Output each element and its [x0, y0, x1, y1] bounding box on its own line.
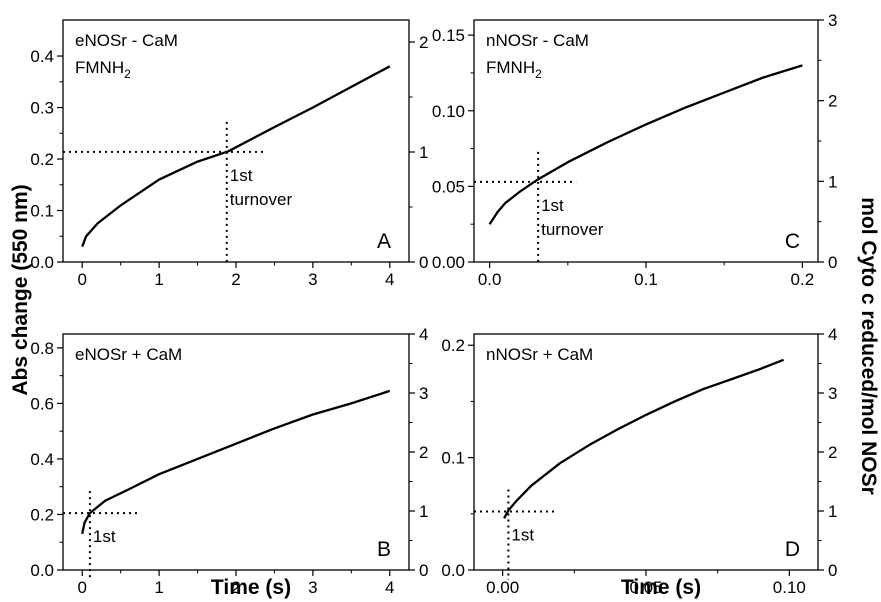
condition-label: nNOSr - CaM [486, 31, 589, 50]
panel-a: 0 1 2 3 4 0.0 0.1 0.2 0.3 0.4 0 1 2 1st turnover eNOSr … [30, 19, 428, 289]
y-right-tick-label: 1 [828, 172, 837, 191]
y-tick-label: 0.4 [30, 450, 54, 469]
y-axis-title-left: Abs change (550 nm) [9, 184, 32, 395]
x-tick-label: 0.1 [634, 270, 658, 289]
panel-d: 0.00 0.05 0.10 0.0 0.1 0.2 0 1 2 3 4 1st nNOSr + CaM… [441, 325, 837, 597]
y-tick-label: 0.05 [432, 177, 465, 196]
y-right-tick-label: 4 [419, 325, 428, 344]
y-right-tick-label: 3 [828, 11, 837, 30]
y-tick-label: 0.1 [441, 449, 465, 468]
panel-letter: C [785, 230, 800, 253]
y-tick-label: 0.0 [30, 253, 54, 272]
series-line [503, 358, 785, 519]
y-tick-label: 0.2 [441, 336, 465, 355]
x-tick-label: 2 [231, 578, 240, 597]
x-tick-label: 0.2 [791, 270, 815, 289]
x-axis-title-right: Time (s) [621, 576, 701, 599]
series-line [81, 389, 391, 535]
y-right-tick-label: 1 [419, 502, 428, 521]
y-right-tick-label: 3 [828, 384, 837, 403]
y-tick-label: 0.8 [30, 339, 54, 358]
x-tick-label: 0.0 [478, 270, 502, 289]
y-tick-label: 0.00 [432, 253, 465, 272]
turnover-label: 1st [541, 196, 564, 215]
panels: 0 1 2 3 4 0.0 0.1 0.2 0.3 0.4 0 1 2 1st turnover eNOSr … [30, 11, 837, 597]
y-right-tick-label: 1 [828, 502, 837, 521]
y-tick-label: 0.2 [30, 150, 54, 169]
y-right-tick-label: 4 [828, 325, 837, 344]
y-right-tick-label: 0 [419, 561, 428, 580]
y-tick-label: 0.15 [432, 26, 465, 45]
y-right-tick-label: 0 [828, 561, 837, 580]
y-tick-label: 0.0 [30, 561, 54, 580]
x-axis-title-left: Time (s) [211, 576, 291, 599]
x-tick-label: 3 [308, 270, 317, 289]
y-tick-label: 0.10 [432, 102, 465, 121]
x-tick-label: 0 [77, 578, 86, 597]
plot-frame [473, 19, 819, 263]
condition-label: eNOSr - CaM [75, 31, 178, 50]
y-right-tick-label: 2 [828, 92, 837, 111]
series-line [488, 64, 803, 225]
x-tick-label: 0.10 [773, 578, 806, 597]
plot-frame [62, 19, 410, 263]
condition-label: eNOSr + CaM [75, 345, 182, 364]
condition-label: FMNH2 [486, 58, 542, 81]
x-tick-label: 2 [231, 270, 240, 289]
series-line [81, 65, 391, 248]
panel-c: 0.0 0.1 0.2 0.00 0.05 0.10 0.15 0 1 2 3 1st turnover… [432, 11, 838, 289]
x-tick-label: 1 [154, 270, 163, 289]
x-tick-label: 1 [154, 578, 163, 597]
x-tick-label: 0.05 [629, 578, 662, 597]
condition-label: nNOSr + CaM [486, 345, 593, 364]
x-tick-label: 0.00 [486, 578, 519, 597]
y-right-tick-label: 1 [419, 143, 428, 162]
y-right-tick-label: 0 [419, 253, 428, 272]
turnover-label: turnover [541, 220, 604, 239]
y-right-tick-label: 2 [419, 443, 428, 462]
turnover-label: 1st [230, 166, 253, 185]
x-tick-label: 3 [308, 578, 317, 597]
y-axis-title-right: mol Cyto c reduced/mol NOSr [857, 197, 880, 495]
y-tick-label: 0.3 [30, 99, 54, 118]
x-tick-label: 4 [385, 270, 394, 289]
panel-letter: D [785, 538, 800, 561]
y-right-tick-label: 2 [419, 33, 428, 52]
y-right-tick-label: 0 [828, 253, 837, 272]
y-tick-label: 0.6 [30, 394, 54, 413]
y-tick-label: 0.2 [30, 505, 54, 524]
x-tick-label: 0 [77, 270, 86, 289]
turnover-label: turnover [230, 190, 293, 209]
panel-letter: B [377, 538, 391, 561]
y-tick-label: 0.0 [441, 561, 465, 580]
y-tick-label: 0.1 [30, 202, 54, 221]
y-right-tick-label: 2 [828, 443, 837, 462]
condition-label: FMNH2 [75, 58, 131, 81]
y-tick-label: 0.4 [30, 47, 54, 66]
x-tick-label: 4 [385, 578, 394, 597]
turnover-label: 1st [93, 527, 116, 546]
y-right-tick-label: 3 [419, 384, 428, 403]
panel-b: 0 1 2 3 4 0.0 0.2 0.4 0.6 0.8 0 1 2 3 4 1st eNOSr + CaM B [30, 325, 428, 597]
panel-letter: A [377, 230, 391, 253]
turnover-label: 1st [511, 526, 534, 545]
